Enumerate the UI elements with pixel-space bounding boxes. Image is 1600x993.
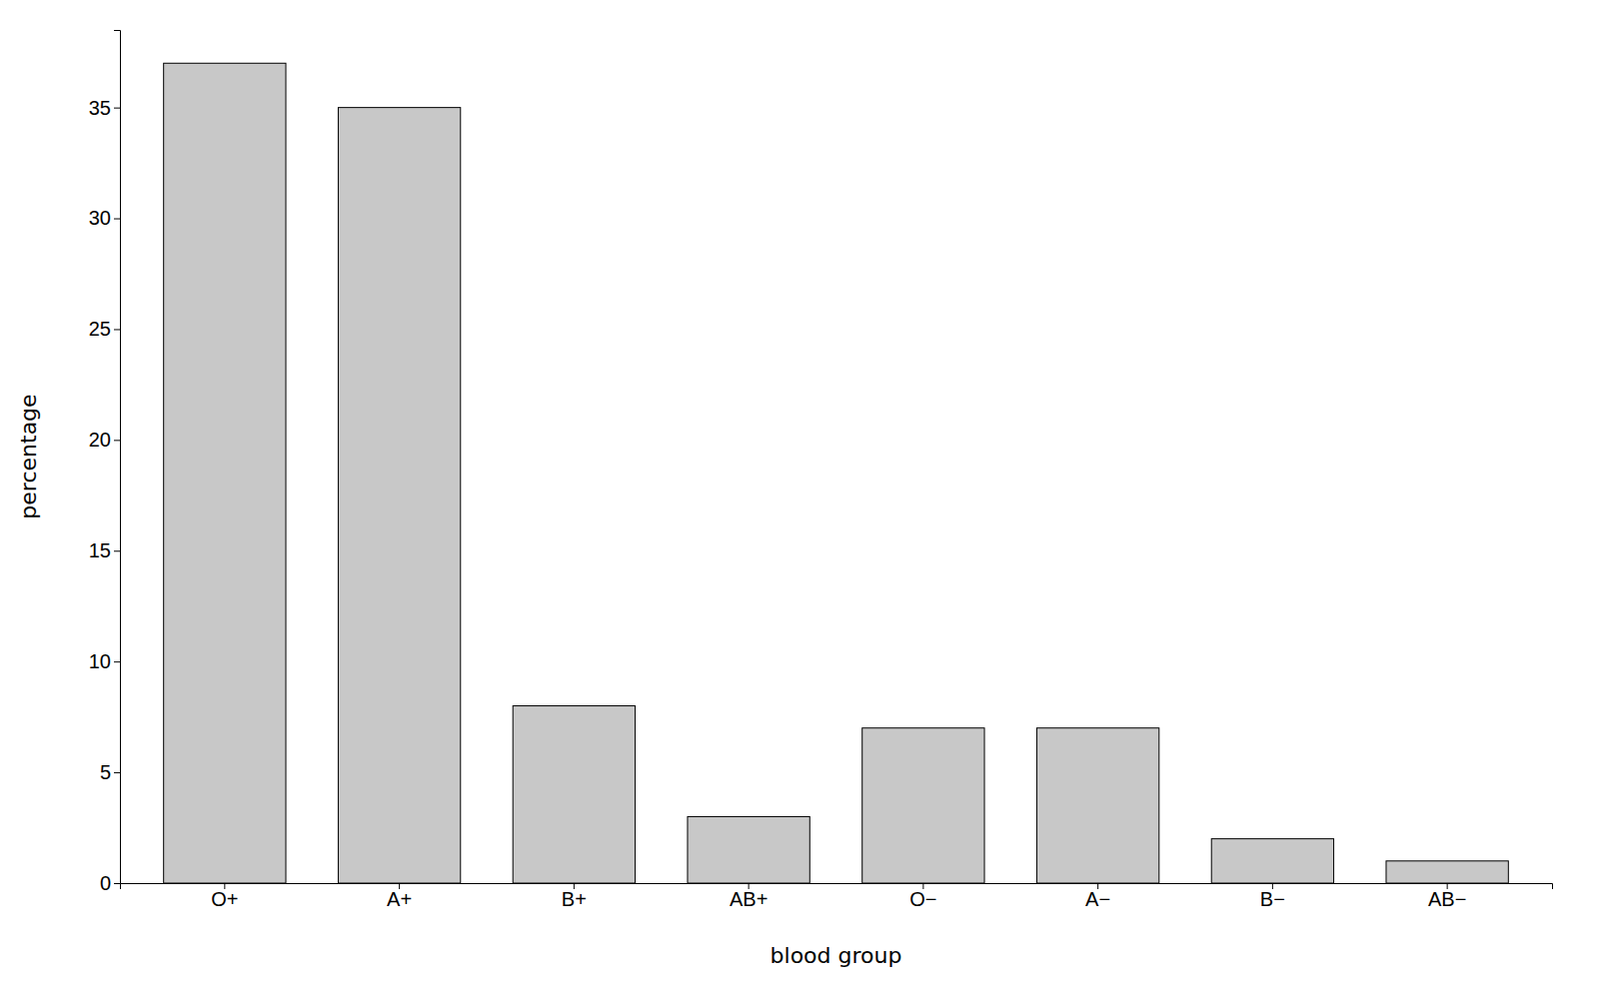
- y-tick-mark: [113, 107, 120, 109]
- y-tick-label: 5: [99, 761, 111, 784]
- bar: [1036, 728, 1159, 884]
- x-tick-label: O−: [909, 888, 937, 911]
- bar: [1211, 839, 1334, 884]
- x-tick: AB+: [729, 883, 768, 911]
- y-tick: 10: [88, 650, 120, 673]
- x-tick-label: A+: [386, 888, 412, 911]
- bar: [862, 728, 985, 884]
- x-tick-label: B+: [561, 888, 587, 911]
- y-tick: 35: [88, 96, 120, 119]
- y-tick-mark: [113, 439, 120, 441]
- y-tick: 0: [99, 872, 120, 895]
- x-tick: B+: [561, 883, 587, 911]
- plot-area: O+ A+ B+ AB+ O− A− B− AB− 0 5 10 15 20 25 30 35: [88, 30, 1554, 912]
- bar: [512, 706, 635, 884]
- y-tick-label: 20: [88, 428, 111, 451]
- x-axis-title: blood group: [770, 943, 903, 969]
- x-tick: A−: [1085, 883, 1111, 911]
- y-tick: 20: [88, 428, 120, 451]
- y-axis: 0 5 10 15 20 25 30 35: [88, 30, 121, 895]
- x-tick-label: O+: [210, 888, 238, 911]
- x-tick: A+: [386, 883, 412, 911]
- bar: [337, 107, 460, 884]
- y-tick-mark: [113, 218, 120, 220]
- y-tick: 30: [88, 206, 120, 229]
- y-tick-mark: [113, 883, 120, 885]
- x-tick: O+: [210, 883, 238, 911]
- chart-svg: O+ A+ B+ AB+ O− A− B− AB− 0 5 10 15 20 25 30 35 blood gr…: [0, 0, 1600, 993]
- y-tick-label: 30: [88, 206, 111, 229]
- y-axis-line: [113, 30, 121, 885]
- x-axis-line: [120, 884, 1554, 891]
- y-tick-label: 0: [99, 872, 111, 895]
- y-axis-title: percentage: [15, 393, 41, 519]
- y-tick-mark: [113, 772, 120, 774]
- x-tick: B−: [1260, 883, 1286, 911]
- y-tick: 15: [88, 539, 120, 562]
- y-tick: 5: [99, 761, 120, 784]
- bar: [1386, 861, 1509, 884]
- y-tick-mark: [113, 661, 120, 663]
- x-tick: O−: [909, 883, 937, 911]
- y-tick-mark: [113, 328, 120, 330]
- bar: [163, 62, 286, 884]
- y-tick-label: 35: [88, 96, 111, 119]
- x-tick-label: B−: [1260, 888, 1286, 911]
- y-tick-mark: [113, 550, 120, 552]
- x-tick-label: A−: [1085, 888, 1111, 911]
- y-tick: 25: [88, 317, 120, 340]
- bars: [163, 62, 1510, 884]
- chart-container: O+ A+ B+ AB+ O− A− B− AB− 0 5 10 15 20 25 30 35 blood gr…: [0, 0, 1600, 993]
- x-tick: AB−: [1428, 883, 1467, 911]
- y-tick-label: 25: [88, 317, 111, 340]
- x-tick-label: AB+: [729, 888, 768, 911]
- y-tick-label: 15: [88, 539, 111, 562]
- y-tick-label: 10: [88, 650, 111, 673]
- x-axis: O+ A+ B+ AB+ O− A− B− AB−: [120, 883, 1554, 911]
- x-tick-label: AB−: [1428, 888, 1467, 911]
- bar: [687, 816, 810, 884]
